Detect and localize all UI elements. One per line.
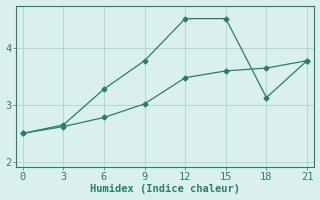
X-axis label: Humidex (Indice chaleur): Humidex (Indice chaleur) (90, 184, 240, 194)
